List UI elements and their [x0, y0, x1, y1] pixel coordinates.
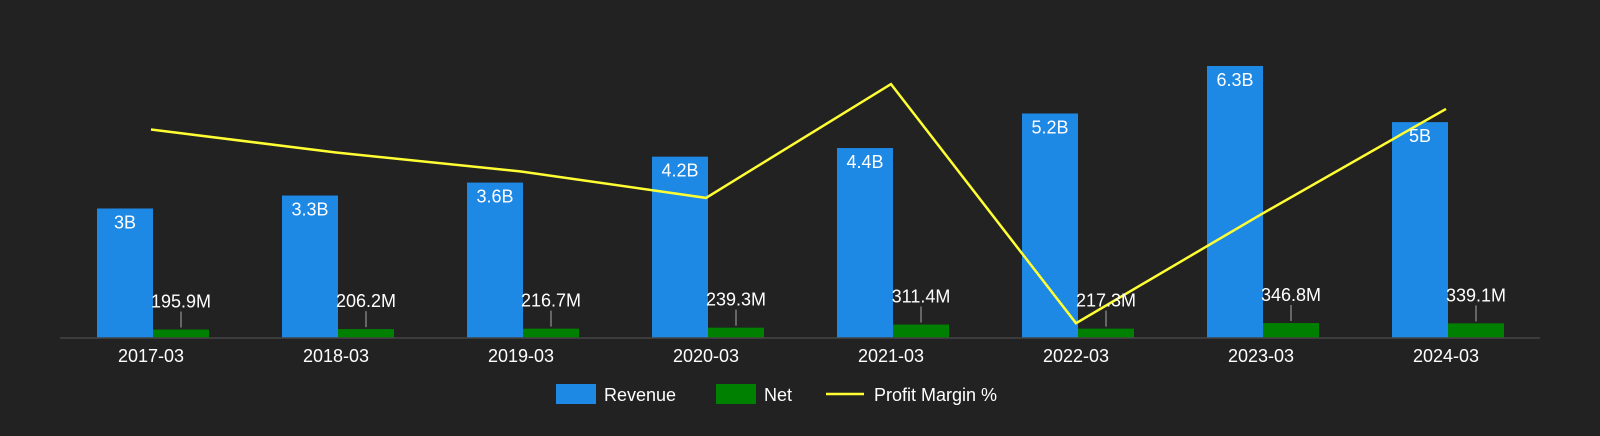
revenue-bar — [1392, 122, 1448, 338]
x-tick-label: 2017-03 — [118, 346, 184, 366]
revenue-bar — [282, 195, 338, 338]
bars-layer — [97, 66, 1504, 338]
revenue-bar-label: 3B — [114, 212, 136, 232]
revenue-bar-label: 5B — [1409, 126, 1431, 146]
legend-label: Profit Margin % — [874, 385, 997, 405]
net-bar-label: 239.3M — [706, 290, 766, 310]
net-bar — [338, 329, 394, 338]
x-tick-label: 2024-03 — [1413, 346, 1479, 366]
legend-net: Net — [716, 384, 792, 405]
legend-swatch — [716, 384, 756, 404]
revenue-bar-label: 3.3B — [291, 200, 328, 220]
legend-swatch — [556, 384, 596, 404]
net-bar — [893, 324, 949, 338]
revenue-bar-label: 4.4B — [846, 152, 883, 172]
x-tick-label: 2023-03 — [1228, 346, 1294, 366]
net-bar-label: 206.2M — [336, 291, 396, 311]
net-bar — [153, 329, 209, 338]
revenue-bar — [467, 182, 523, 338]
net-bar-label: 216.7M — [521, 291, 581, 311]
legend-revenue: Revenue — [556, 384, 676, 405]
x-tick-label: 2021-03 — [858, 346, 924, 366]
revenue-bar-label: 5.2B — [1031, 117, 1068, 137]
legend-label: Revenue — [604, 385, 676, 405]
revenue-bar — [97, 208, 153, 338]
revenue-bar — [1022, 113, 1078, 338]
x-tick-label: 2022-03 — [1043, 346, 1109, 366]
legend-label: Net — [764, 385, 792, 405]
net-bar — [1078, 328, 1134, 338]
label-connectors — [180, 305, 1477, 328]
profit-margin-line — [150, 82, 1447, 325]
line-layer — [150, 82, 1447, 325]
net-bar — [523, 328, 579, 338]
legend-profit-margin: Profit Margin % — [826, 385, 997, 405]
revenue-bar — [1207, 66, 1263, 338]
legend: Revenue Net Profit Margin % — [556, 384, 997, 405]
net-bar — [1448, 323, 1504, 338]
labels-layer: 3B 195.9M 3.3B 206.2M 3.6B 216.7M 4.2B 239.3M 4.… — [114, 70, 1506, 312]
net-bar-label: 217.3M — [1076, 291, 1136, 311]
revenue-bar-label: 6.3B — [1216, 70, 1253, 90]
net-bar — [708, 327, 764, 338]
revenue-bar — [837, 148, 893, 338]
x-axis-ticks: 2017-03 2018-03 2019-03 2020-03 2021-03 2022-… — [118, 346, 1479, 366]
revenue-bar-label: 4.2B — [661, 161, 698, 181]
x-tick-label: 2018-03 — [303, 346, 369, 366]
x-tick-label: 2019-03 — [488, 346, 554, 366]
net-bar-label: 339.1M — [1446, 285, 1506, 305]
x-tick-label: 2020-03 — [673, 346, 739, 366]
net-bar-label: 346.8M — [1261, 285, 1321, 305]
net-bar — [1263, 323, 1319, 338]
net-bar-label: 311.4M — [892, 287, 951, 307]
net-bar-label: 195.9M — [151, 292, 211, 312]
revenue-bar — [652, 156, 708, 338]
revenue-bar-label: 3.6B — [476, 187, 513, 207]
